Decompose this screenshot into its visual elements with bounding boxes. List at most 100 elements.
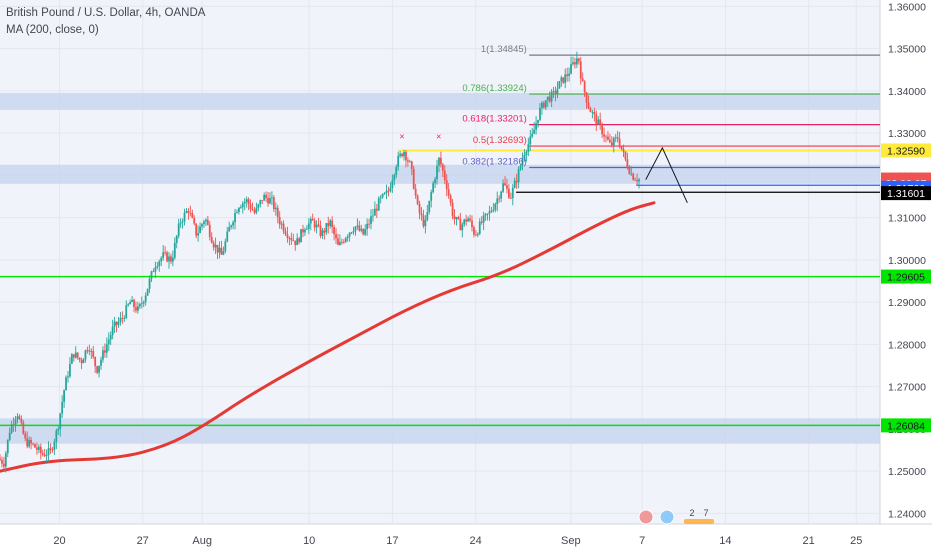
price-label: 1.26084 (887, 420, 925, 432)
candle-body (61, 401, 64, 414)
x-tick-label: Sep (561, 535, 581, 547)
x-tick-label: 10 (303, 535, 315, 547)
candle-body (342, 241, 345, 243)
y-tick-label: 1.35000 (888, 44, 926, 56)
candle-body (443, 170, 446, 181)
candle-body (335, 234, 337, 239)
candle-body (412, 168, 415, 189)
candle-body (245, 199, 248, 203)
candle-body (177, 223, 180, 236)
candle-body (587, 102, 590, 109)
candle-body (568, 73, 571, 76)
x-tick-label: Aug (192, 535, 212, 547)
candle-body (26, 438, 29, 447)
candle-body (618, 138, 621, 147)
candle-body (129, 301, 132, 305)
candle-body (608, 139, 611, 143)
candle-body (403, 151, 405, 157)
candle-body (428, 200, 431, 212)
candle-body (626, 159, 629, 168)
candle-body (395, 166, 398, 175)
candle-body (247, 199, 250, 205)
candle-body (214, 244, 217, 248)
candle-body (552, 91, 555, 92)
candle-body (519, 165, 522, 170)
candle-body (610, 142, 613, 146)
candle-body (272, 197, 275, 210)
x-tick-label: 20 (53, 535, 65, 547)
symbol-title: British Pound / U.S. Dollar, 4h, OANDA (6, 7, 206, 19)
candle-body (230, 225, 233, 228)
candle-body (406, 160, 409, 162)
candle-body (162, 252, 165, 258)
candle-body (492, 209, 495, 211)
candle-body (78, 357, 81, 360)
zone-rect (0, 92, 880, 110)
candle-body (385, 190, 388, 194)
candle-body (164, 252, 166, 254)
candle-body (243, 202, 246, 204)
fib-level-label: 0.786(1.33924) (462, 83, 526, 94)
candle-body (337, 238, 339, 245)
candle-body (183, 212, 186, 222)
candle-body (156, 266, 159, 268)
candle-body (88, 350, 91, 352)
candle-body (22, 422, 25, 434)
candle-body (249, 204, 252, 210)
y-tick-label: 1.29000 (888, 297, 926, 309)
candle-body (298, 238, 301, 243)
candle-body (434, 179, 436, 184)
candle-body (82, 359, 85, 364)
candle-body (234, 212, 236, 223)
candle-body (168, 256, 170, 262)
candle-body (591, 112, 594, 113)
candle-body (150, 271, 153, 279)
candle-body (69, 363, 71, 377)
candle-body (232, 222, 234, 226)
price-label: 1.31601 (887, 188, 925, 200)
candle-body (504, 183, 506, 186)
candle-body (574, 62, 576, 65)
candle-body (0, 458, 1, 460)
candle-body (313, 220, 316, 228)
candle-body (531, 133, 534, 137)
fib-level-label: 1(1.34845) (481, 44, 527, 55)
candle-body (158, 261, 161, 267)
y-tick-label: 1.36000 (888, 1, 926, 13)
candle-body (496, 198, 499, 204)
candle-body (8, 432, 11, 440)
candle-body (286, 234, 289, 238)
candle-body (546, 96, 549, 101)
candle-body (548, 96, 551, 102)
candle-body (307, 223, 310, 229)
candle-body (4, 453, 7, 467)
chart-legend: British Pound / U.S. Dollar, 4h, OANDA M… (6, 5, 205, 39)
candle-body (109, 335, 112, 340)
candle-body (296, 238, 299, 246)
candle-body (197, 232, 200, 236)
top-marker: × (436, 131, 441, 141)
candle-body (107, 339, 110, 345)
candle-body (125, 305, 128, 318)
candle-body (57, 429, 60, 431)
candle-body (10, 424, 13, 433)
y-tick-label: 1.33000 (888, 128, 926, 140)
y-tick-label: 1.27000 (888, 382, 926, 394)
candle-body (140, 303, 143, 305)
fib-level-label: 0.5(1.32693) (473, 135, 527, 146)
candle-body (216, 244, 219, 253)
candle-body (311, 218, 314, 221)
price-label-bg (881, 143, 931, 158)
x-tick-label: 25 (850, 535, 862, 547)
y-tick-label: 1.25000 (888, 466, 926, 478)
candle-body (84, 350, 87, 360)
candle-body (445, 180, 448, 190)
candle-body (138, 304, 141, 307)
candle-body (636, 180, 638, 182)
candle-body (86, 350, 89, 352)
candle-body (566, 74, 569, 76)
candle-body (339, 241, 341, 245)
candle-body (372, 215, 374, 217)
candle-body (537, 119, 539, 124)
